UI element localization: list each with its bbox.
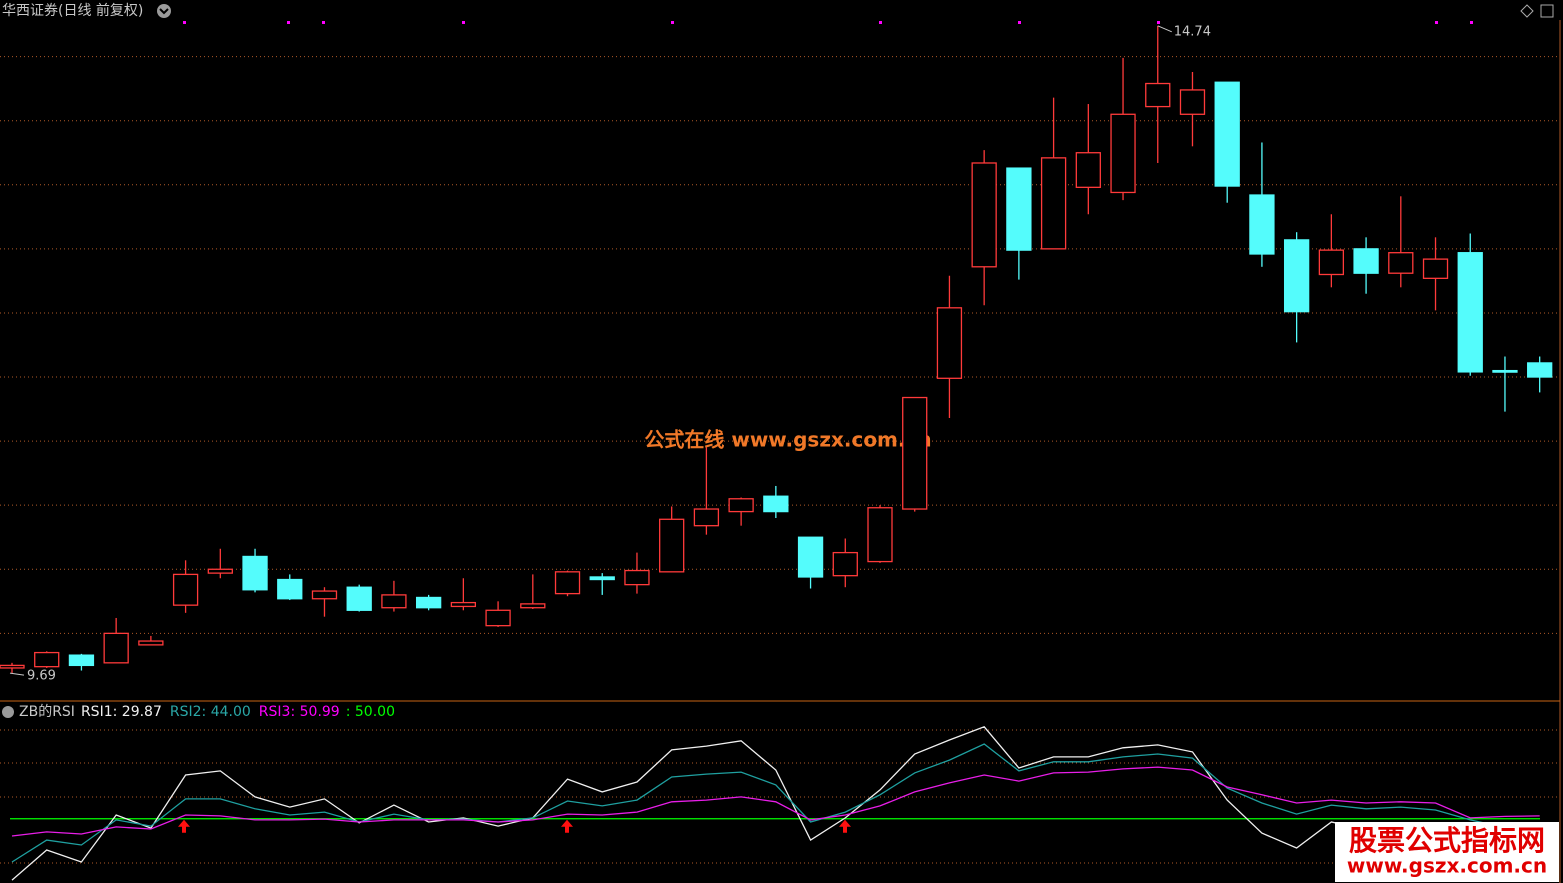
- candle-body: [1318, 249, 1345, 276]
- candle-body: [693, 508, 720, 527]
- signal-dot: [671, 21, 674, 24]
- dropdown-icon[interactable]: [157, 4, 171, 18]
- candle-body: [1388, 252, 1414, 274]
- candle-body: [0, 664, 25, 669]
- logo-box: [1335, 822, 1559, 882]
- candle-body: [1040, 157, 1067, 250]
- indicator-title: ZB的RSI: [19, 704, 75, 720]
- legend-name: RSI2: [170, 704, 202, 720]
- candle-body: [415, 596, 442, 609]
- candle-body: [554, 571, 581, 595]
- diamond-icon[interactable]: [1520, 4, 1534, 18]
- candle-body: [1075, 152, 1101, 188]
- candle-body: [624, 569, 650, 586]
- legend-value: 29.87: [122, 704, 162, 720]
- candle-body: [832, 551, 858, 577]
- logo-title: 股票公式指标网: [1349, 824, 1545, 857]
- candle-body: [936, 307, 963, 379]
- high-label: 14.74: [1174, 24, 1211, 39]
- candle-body: [1110, 113, 1136, 194]
- candle-body: [1527, 362, 1553, 378]
- signal-dot: [322, 21, 325, 24]
- candle-body: [311, 590, 338, 600]
- signal-dot: [879, 21, 882, 24]
- candle-body: [1145, 82, 1171, 108]
- low-pointer: [9, 672, 25, 676]
- signal-dot: [287, 21, 290, 24]
- candle-body: [971, 162, 997, 268]
- legend-name: RSI1: [81, 704, 113, 720]
- chart-title: 华西证券(日线 前复权): [2, 2, 143, 19]
- box-icon[interactable]: [1540, 4, 1554, 18]
- signal-dot: [1157, 21, 1160, 24]
- indicator-dropdown[interactable]: [2, 706, 14, 718]
- high-pointer: [1157, 25, 1172, 33]
- candle-body: [485, 609, 511, 627]
- candle-body: [728, 498, 754, 513]
- candle-body: [34, 651, 60, 668]
- legend-name: RSI3: [259, 704, 291, 720]
- candle-body: [1179, 89, 1206, 115]
- candle-body: [172, 573, 199, 606]
- signal-dot: [183, 21, 186, 24]
- candle-body: [68, 654, 95, 667]
- candle-body: [1214, 81, 1240, 187]
- candle-body: [797, 536, 824, 578]
- signal-arrow: [561, 819, 573, 833]
- low-label: 9.69: [27, 669, 56, 684]
- candle-body: [589, 576, 615, 581]
- signal-dot: [462, 21, 465, 24]
- candle-body: [867, 507, 893, 563]
- candle-body: [450, 601, 477, 608]
- rsi-line: [11, 766, 1540, 837]
- candle-body: [1353, 248, 1379, 274]
- candle-body: [520, 603, 546, 609]
- candle-body: [1492, 369, 1518, 373]
- signal-dot: [1018, 21, 1021, 24]
- reference-label: 50.00: [355, 704, 395, 720]
- signal-dot: [1435, 21, 1438, 24]
- candle-body: [1457, 252, 1483, 373]
- candle-body: [381, 594, 407, 609]
- candle-body: [763, 495, 789, 513]
- logo-url: www.gszx.com.cn: [1347, 854, 1547, 878]
- candle-body: [207, 568, 233, 574]
- candle-body: [1422, 258, 1449, 279]
- signal-arrow: [839, 819, 851, 833]
- candle-body: [138, 640, 164, 646]
- candle-body: [242, 555, 268, 591]
- signal-dot: [1470, 21, 1473, 24]
- candle-body: [902, 396, 928, 510]
- candle-body: [1249, 194, 1275, 255]
- candle-body: [277, 578, 303, 600]
- indicator-header: ZB的RSI RSI1: 29.87 RSI2: 44.00 RSI3: 50.99:…: [19, 704, 395, 720]
- candle-body: [346, 586, 372, 611]
- watermark: 公式在线 www.gszx.com.cn: [644, 428, 931, 452]
- dropdown-arrow: [159, 8, 169, 15]
- legend-value: 44.00: [211, 704, 251, 720]
- legend-value: 50.99: [300, 704, 340, 720]
- candle-body: [659, 518, 685, 573]
- rsi-line: [11, 726, 1540, 881]
- candle-body: [103, 632, 129, 664]
- signal-arrow: [178, 819, 190, 833]
- rsi-line: [11, 743, 1540, 863]
- candle-body: [1006, 167, 1032, 251]
- candle-body: [1283, 239, 1310, 313]
